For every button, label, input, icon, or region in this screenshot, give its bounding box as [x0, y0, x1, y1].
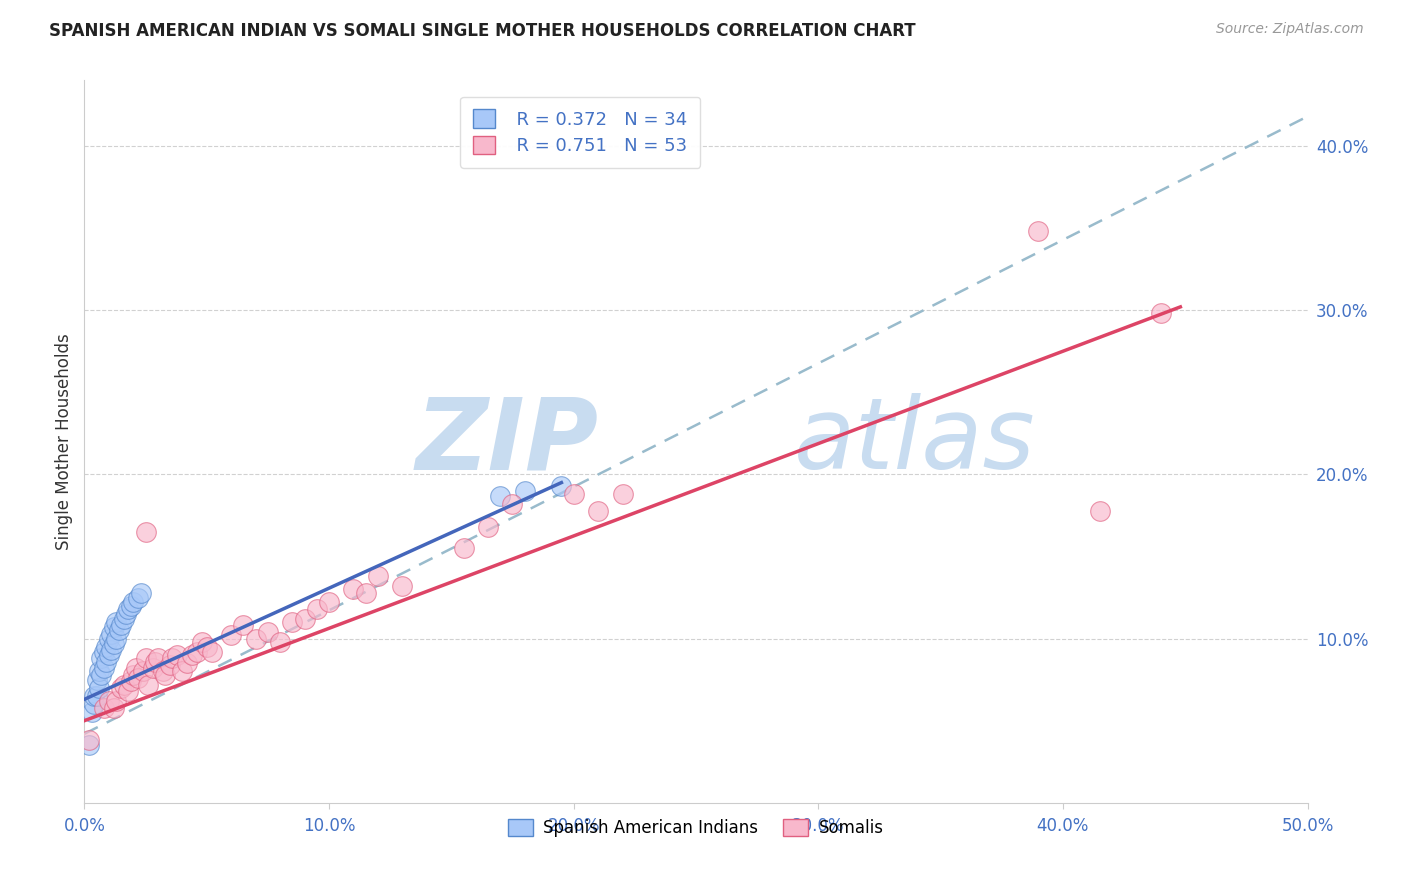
Point [191, 635, 214, 649]
Point [318, 595, 340, 609]
Point [103, 700, 125, 714]
Point [162, 651, 184, 665]
Point [80, 706, 103, 720]
Point [97, 694, 120, 708]
Point [513, 483, 536, 498]
Point [110, 681, 132, 695]
Point [87, 665, 110, 679]
Point [96, 640, 118, 654]
Point [103, 636, 125, 650]
Point [152, 665, 174, 679]
Point [342, 582, 364, 597]
Point [115, 607, 138, 621]
Point [181, 648, 204, 662]
Point [86, 689, 108, 703]
Point [489, 489, 512, 503]
Text: atlas: atlas [794, 393, 1035, 490]
Point [586, 503, 609, 517]
Point [135, 651, 157, 665]
Point [281, 615, 304, 630]
Point [129, 585, 152, 599]
Point [86, 673, 108, 687]
Point [135, 524, 157, 539]
Point [612, 487, 634, 501]
Point [97, 632, 120, 646]
Point [136, 677, 159, 691]
Point [1088, 503, 1111, 517]
Point [195, 640, 218, 654]
Point [120, 599, 142, 613]
Point [105, 632, 128, 646]
Point [110, 618, 132, 632]
Point [97, 648, 120, 662]
Point [125, 661, 148, 675]
Point [143, 655, 166, 669]
Text: ZIP: ZIP [415, 393, 598, 490]
Point [562, 487, 585, 501]
Point [100, 626, 122, 640]
Point [354, 585, 377, 599]
Point [269, 635, 291, 649]
Point [367, 569, 389, 583]
Point [153, 667, 176, 681]
Point [90, 651, 112, 665]
Point [107, 624, 129, 638]
Point [105, 615, 128, 630]
Point [93, 645, 115, 659]
Point [1150, 306, 1173, 320]
Point [1028, 224, 1050, 238]
Point [93, 661, 115, 675]
Point [105, 694, 128, 708]
Point [232, 618, 254, 632]
Point [117, 684, 139, 698]
Point [166, 648, 188, 662]
Point [186, 645, 208, 659]
Point [122, 595, 145, 609]
Point [550, 479, 572, 493]
Point [159, 657, 181, 672]
Text: SPANISH AMERICAN INDIAN VS SOMALI SINGLE MOTHER HOUSEHOLDS CORRELATION CHART: SPANISH AMERICAN INDIAN VS SOMALI SINGLE… [49, 22, 915, 40]
Point [117, 602, 139, 616]
Point [132, 665, 155, 679]
Point [219, 628, 242, 642]
Point [87, 681, 110, 695]
Point [112, 612, 135, 626]
Point [120, 674, 142, 689]
Point [305, 602, 328, 616]
Point [127, 591, 149, 605]
Text: Source: ZipAtlas.com: Source: ZipAtlas.com [1216, 22, 1364, 37]
Point [77, 733, 100, 747]
Point [294, 612, 316, 626]
Point [172, 665, 194, 679]
Point [477, 520, 499, 534]
Point [257, 625, 280, 640]
Point [77, 739, 100, 753]
Y-axis label: Single Mother Households: Single Mother Households [55, 334, 73, 549]
Point [502, 497, 524, 511]
Point [90, 667, 112, 681]
Point [93, 700, 115, 714]
Point [122, 667, 145, 681]
Point [112, 677, 135, 691]
Point [245, 632, 267, 646]
Point [453, 541, 475, 556]
Point [83, 689, 105, 703]
Point [127, 671, 149, 685]
Point [83, 698, 105, 712]
Point [100, 643, 122, 657]
Point [142, 661, 165, 675]
Point [391, 579, 413, 593]
Point [103, 620, 125, 634]
Point [96, 655, 118, 669]
Legend: Spanish American Indians, Somalis: Spanish American Indians, Somalis [501, 810, 891, 845]
Point [146, 651, 169, 665]
Point [176, 657, 198, 671]
Point [200, 645, 222, 659]
